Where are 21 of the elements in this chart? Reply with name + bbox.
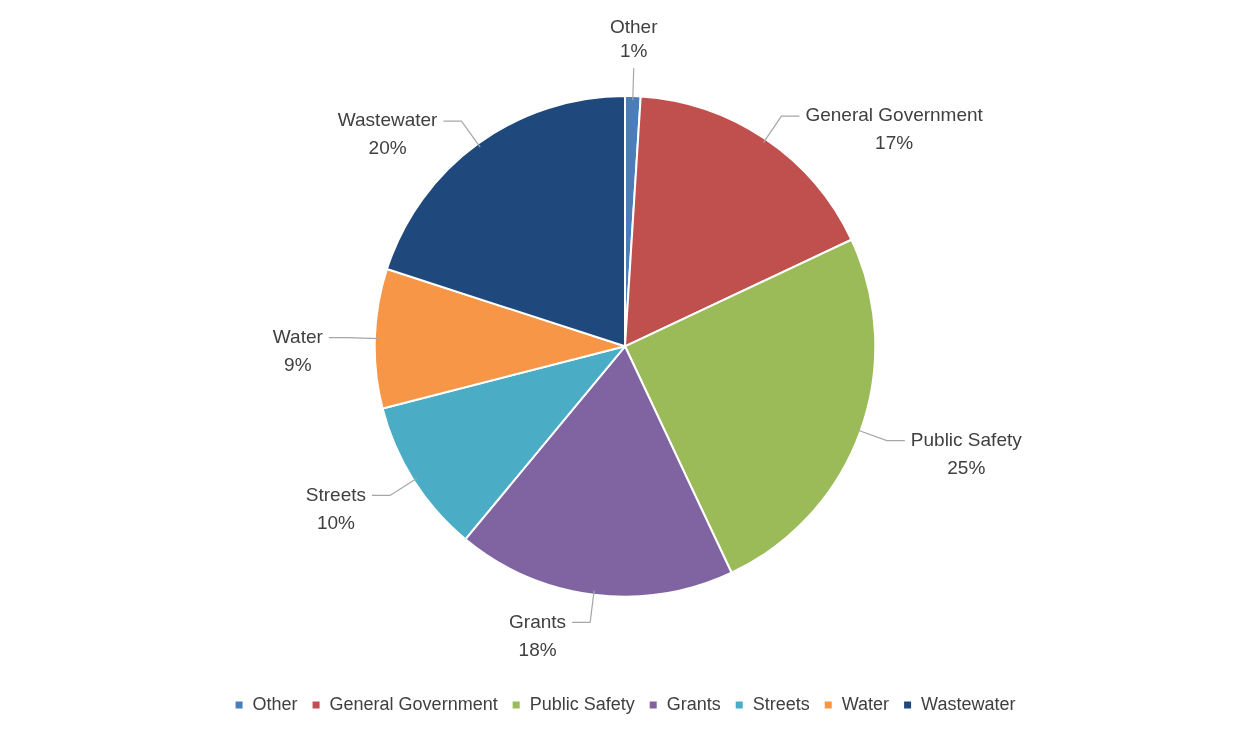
legend-label: Grants	[666, 693, 721, 714]
slice-label: General Government	[805, 104, 984, 126]
legend-label: Water	[841, 693, 890, 714]
data-label: 17%	[875, 132, 914, 154]
slice-label: Water	[272, 325, 324, 347]
legend-label: Wastewater	[921, 693, 1016, 714]
legend-label: Public Safety	[529, 693, 635, 714]
slice-label: Public Safety	[910, 428, 1023, 450]
data-label: 1%	[620, 40, 648, 62]
slice-label: Wastewater	[337, 109, 439, 131]
legend-label: Streets	[752, 693, 810, 714]
slice-label: Other	[609, 16, 659, 38]
data-label: 9%	[284, 353, 312, 375]
legend-label: Other	[252, 693, 298, 714]
data-label: 25%	[947, 456, 986, 478]
legend-label: General Government	[329, 693, 498, 714]
data-label: 10%	[316, 511, 356, 533]
data-label: 20%	[368, 137, 407, 159]
data-label: 18%	[518, 638, 557, 660]
slice-label: Streets	[305, 483, 367, 505]
slice-label: Grants	[509, 610, 567, 632]
